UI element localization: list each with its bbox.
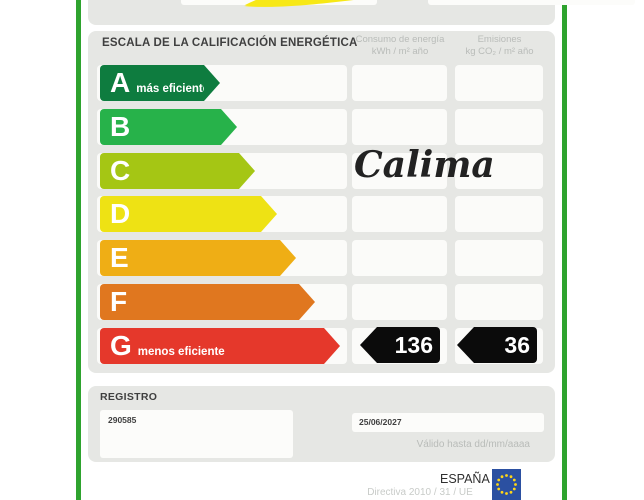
emissions-header-line1: Emisiones <box>477 34 522 45</box>
yellow-highlighter-scribble <box>244 0 354 7</box>
arrow-tip <box>299 284 315 320</box>
rating-arrow-b: B <box>100 109 237 145</box>
arrow-tip <box>261 196 277 232</box>
arrow-tip <box>204 65 220 101</box>
registry-title: REGISTRO <box>100 391 158 403</box>
rating-label: más eficiente <box>136 83 210 95</box>
rating-row-f: F <box>0 284 644 320</box>
emissions-cell-c <box>455 153 543 189</box>
arrow-tip <box>324 328 340 364</box>
reference-panel: 9202501FT2 C. Autónoma Canarias <box>88 0 635 25</box>
region-field[interactable]: Canarias <box>428 0 635 5</box>
consumption-cell-b <box>352 109 447 145</box>
emissions-header-line2: kg CO₂ / m² año <box>465 46 534 57</box>
rating-letter: B <box>110 111 131 142</box>
rating-arrow-e: E <box>100 240 296 276</box>
arrow-tip <box>221 109 237 145</box>
eu-flag-icon <box>492 469 521 500</box>
rating-letter: G <box>110 330 132 361</box>
emissions-result-value: 36 <box>474 327 537 363</box>
consumption-cell-e <box>352 240 447 276</box>
emissions-cell-f <box>455 284 543 320</box>
valid-until-hint: Válido hasta dd/mm/aaaa <box>416 439 530 450</box>
rating-row-c: C <box>0 153 644 189</box>
arrow-tip <box>239 153 255 189</box>
calima-watermark: Calima <box>354 144 495 186</box>
registry-date-field[interactable]: 25/06/2027 <box>352 413 544 432</box>
directive-label: Directiva 2010 / 31 / UE <box>367 487 473 498</box>
certificate-left-border <box>76 0 81 500</box>
consumption-result-marker: 136 <box>360 327 440 363</box>
rating-row-b: B <box>0 109 644 145</box>
emissions-cell-e <box>455 240 543 276</box>
scale-title: ESCALA DE LA CALIFICACIÓN ENERGÉTICA <box>102 37 358 49</box>
rating-arrow-d: D <box>100 196 277 232</box>
registry-number-value: 290585 <box>108 415 137 425</box>
rating-letter: E <box>110 242 129 273</box>
emissions-column-header: Emisiones kg CO₂ / m² año <box>452 34 547 58</box>
emissions-cell-d <box>455 196 543 232</box>
consumption-cell-a <box>352 65 447 101</box>
certificate-right-border <box>562 0 567 500</box>
rating-letter: C <box>110 155 131 186</box>
rating-letter: D <box>110 198 131 229</box>
marker-left-arrow-tip <box>457 327 474 363</box>
registry-date-value: 25/06/2027 <box>359 417 402 427</box>
country-label: ESPAÑA <box>440 472 490 486</box>
rating-letter: F <box>110 286 128 317</box>
arrow-tip <box>280 240 296 276</box>
emissions-cell-a <box>455 65 543 101</box>
rating-letter: A <box>110 67 131 98</box>
consumption-cell-c <box>352 153 447 189</box>
consumption-header-line2: kWh / m² año <box>371 46 429 57</box>
rating-row-e: E <box>0 240 644 276</box>
rating-arrow-c: C <box>100 153 255 189</box>
consumption-cell-f <box>352 284 447 320</box>
marker-left-arrow-tip <box>360 327 377 363</box>
consumption-header-line1: Consumo de energía <box>355 34 445 45</box>
registry-number-field[interactable]: 290585 <box>100 410 293 458</box>
emissions-result-marker: 36 <box>457 327 537 363</box>
consumption-cell-d <box>352 196 447 232</box>
rating-row-d: D <box>0 196 644 232</box>
rating-arrow-f: F <box>100 284 315 320</box>
consumption-result-value: 136 <box>377 327 440 363</box>
rating-label: menos eficiente <box>137 346 225 358</box>
emissions-cell-b <box>455 109 543 145</box>
consumption-column-header: Consumo de energía kWh / m² año <box>352 34 448 58</box>
